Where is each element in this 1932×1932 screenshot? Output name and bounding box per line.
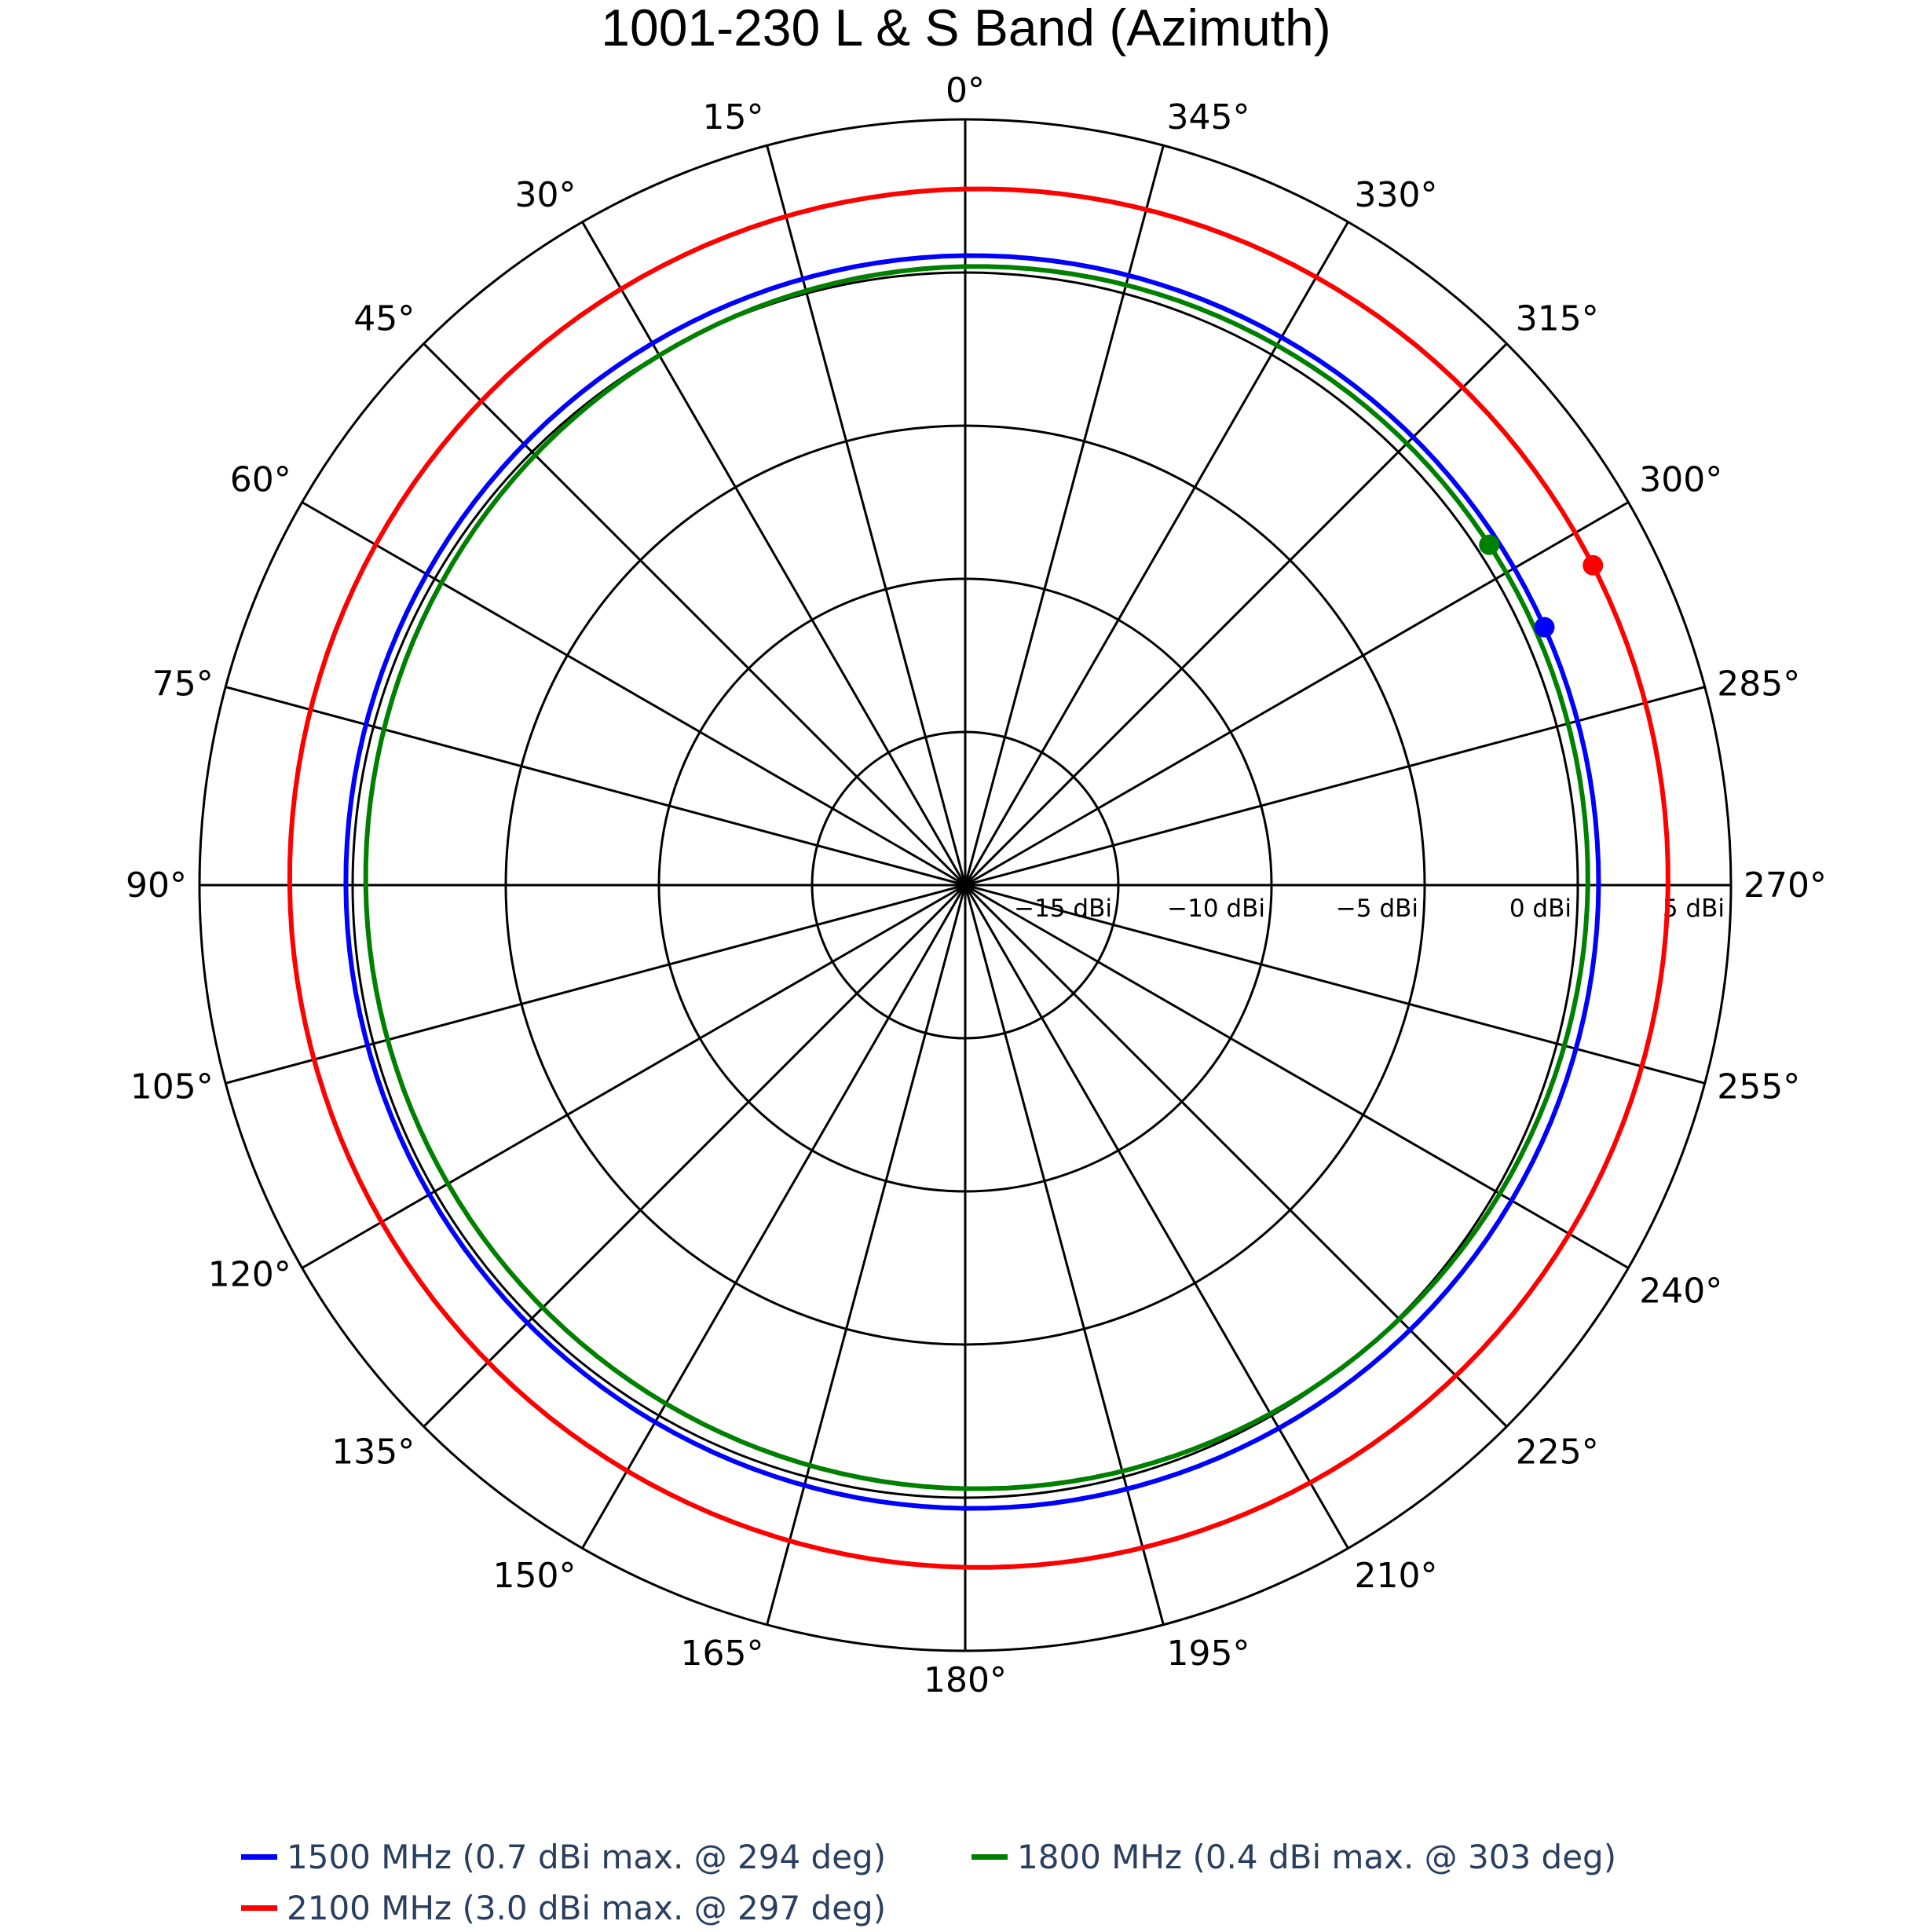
- trace-line: [287, 186, 1670, 1570]
- grid-spoke: [964, 884, 1706, 1085]
- angular-tick-label: 285°: [1717, 664, 1800, 704]
- angular-tick-label: 210°: [1355, 1556, 1438, 1596]
- grid-spoke: [964, 884, 1165, 1626]
- grid-spoke: [964, 221, 1349, 886]
- grid-spoke: [225, 884, 966, 1085]
- angular-tick-label: 0°: [946, 71, 985, 111]
- max-marker: [1583, 554, 1604, 576]
- radial-tick-label: 5 dBi: [1663, 895, 1725, 923]
- grid-spoke: [225, 686, 966, 887]
- grid-spoke: [964, 884, 1630, 1269]
- angular-tick-label: 90°: [126, 865, 187, 906]
- angular-tick-label: 315°: [1516, 298, 1599, 338]
- angular-tick-label: 225°: [1516, 1433, 1599, 1473]
- grid-spoke: [964, 342, 1508, 887]
- angular-tick-label: 180°: [924, 1660, 1007, 1700]
- radial-tick-label: −15 dBi: [1014, 895, 1112, 923]
- grid-spoke: [581, 884, 967, 1550]
- angular-tick-label: 240°: [1639, 1272, 1722, 1312]
- grid-spoke: [964, 884, 1349, 1550]
- angular-tick-label: 45°: [353, 298, 415, 338]
- grid-spoke: [301, 501, 966, 887]
- radial-axis-labels: −15 dBi −10 dBi −5 dBi 0 dBi 5 dBi: [1014, 895, 1725, 923]
- chart-title: 1001-230 L & S Band (Azimuth): [601, 0, 1331, 57]
- legend-swatch-icon: [241, 1905, 277, 1911]
- grid-spoke: [964, 686, 1706, 887]
- radial-tick-label: −10 dBi: [1167, 895, 1265, 923]
- angular-tick-label: 120°: [208, 1255, 291, 1295]
- angular-tick-label: 270°: [1744, 865, 1827, 906]
- max-marker: [1534, 617, 1555, 638]
- grid-spoke: [423, 342, 967, 887]
- radial-tick-label: 0 dBi: [1509, 895, 1572, 923]
- grid-spoke: [766, 145, 967, 886]
- grid-spoke: [964, 884, 1508, 1428]
- angular-tick-label: 105°: [130, 1067, 214, 1107]
- angular-tick-label: 150°: [493, 1556, 576, 1596]
- legend-label: 2100 MHz (3.0 dBi max. @ 297 deg): [287, 1889, 887, 1927]
- legend-label: 1800 MHz (0.4 dBi max. @ 303 deg): [1017, 1838, 1617, 1876]
- grid-spoke: [423, 884, 967, 1428]
- legend-label: 1500 MHz (0.7 dBi max. @ 294 deg): [287, 1838, 887, 1876]
- radial-tick-label: −5 dBi: [1336, 895, 1418, 923]
- grid-spoke: [766, 884, 967, 1626]
- legend-item-1500[interactable]: 1500 MHz (0.7 dBi max. @ 294 deg): [241, 1838, 886, 1876]
- angular-tick-label: 255°: [1717, 1067, 1800, 1107]
- angular-tick-label: 345°: [1166, 97, 1250, 137]
- angular-tick-label: 300°: [1639, 460, 1722, 500]
- angular-tick-label: 135°: [331, 1433, 415, 1473]
- grid-spoke: [581, 221, 967, 886]
- data-traces: [287, 186, 1670, 1570]
- angular-tick-label: 15°: [703, 97, 764, 137]
- angular-tick-label: 30°: [515, 175, 576, 215]
- trace-line: [363, 264, 1590, 1491]
- max-markers: [1479, 534, 1604, 638]
- angular-tick-label: 75°: [152, 664, 214, 704]
- legend-swatch-icon: [971, 1854, 1008, 1860]
- angular-tick-label: 60°: [230, 460, 291, 500]
- angular-grid-spokes: [199, 119, 1731, 1651]
- max-marker: [1479, 534, 1500, 555]
- angular-tick-label: 330°: [1355, 175, 1438, 215]
- grid-spoke: [964, 145, 1165, 886]
- angular-tick-label: 165°: [681, 1634, 764, 1674]
- legend-item-2100[interactable]: 2100 MHz (3.0 dBi max. @ 297 deg): [241, 1889, 886, 1927]
- grid-spoke: [301, 884, 966, 1269]
- angular-axis-labels: 0° 15° 30° 45° 60° 75° 90° 105° 120° 135° 150° 165°…: [126, 71, 1827, 1700]
- grid-spoke: [964, 501, 1630, 887]
- angular-tick-label: 195°: [1166, 1634, 1250, 1674]
- legend-item-1800[interactable]: 1800 MHz (0.4 dBi max. @ 303 deg): [971, 1838, 1616, 1876]
- trace-line: [343, 253, 1601, 1511]
- legend-swatch-icon: [241, 1854, 277, 1860]
